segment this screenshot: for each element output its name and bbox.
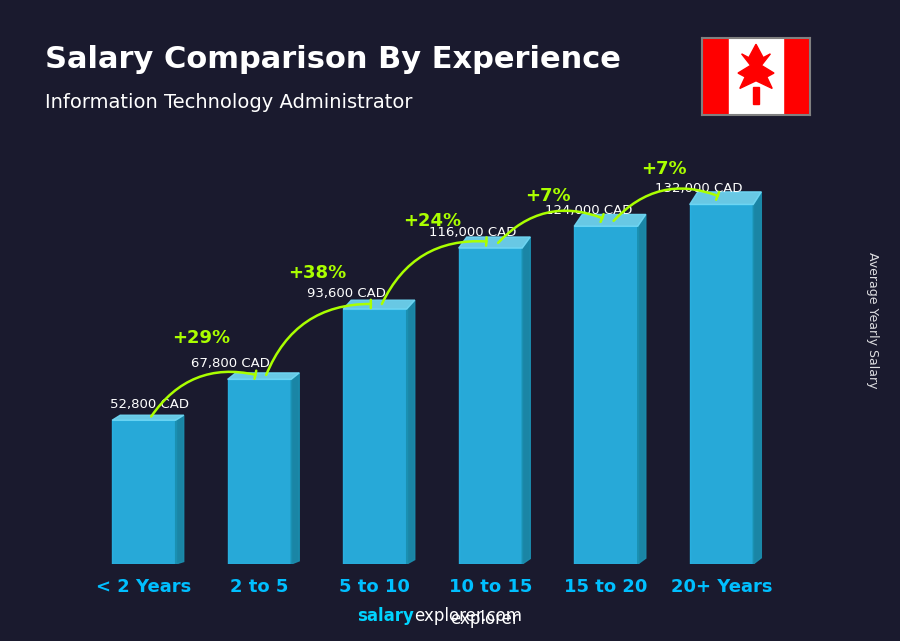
Text: 124,000 CAD: 124,000 CAD [544, 204, 633, 217]
Text: explorer: explorer [450, 610, 518, 628]
Text: +29%: +29% [173, 329, 230, 347]
Text: +38%: +38% [288, 263, 346, 281]
Polygon shape [292, 373, 299, 564]
Bar [574, 226, 638, 564]
Polygon shape [638, 215, 646, 564]
Text: Average Yearly Salary: Average Yearly Salary [867, 253, 879, 388]
Text: salary: salary [357, 607, 414, 625]
Polygon shape [228, 373, 299, 379]
Bar [112, 420, 176, 564]
Polygon shape [753, 192, 761, 564]
Polygon shape [738, 44, 774, 88]
Text: +24%: +24% [403, 212, 462, 230]
Text: 67,800 CAD: 67,800 CAD [191, 357, 270, 370]
Text: Information Technology Administrator: Information Technology Administrator [45, 93, 412, 112]
Bar [783, 38, 810, 115]
Text: 93,600 CAD: 93,600 CAD [307, 287, 385, 299]
Text: 132,000 CAD: 132,000 CAD [654, 182, 742, 195]
Polygon shape [522, 237, 530, 564]
Bar [753, 87, 759, 104]
Bar [729, 38, 783, 115]
Text: 116,000 CAD: 116,000 CAD [429, 226, 517, 238]
Polygon shape [407, 300, 415, 564]
Polygon shape [459, 237, 530, 248]
Text: +7%: +7% [641, 160, 687, 178]
Bar [459, 248, 522, 564]
Polygon shape [574, 215, 646, 226]
Text: +7%: +7% [526, 187, 571, 205]
Polygon shape [112, 415, 184, 420]
Bar [702, 38, 729, 115]
Text: 52,800 CAD: 52,800 CAD [110, 397, 189, 411]
Text: Salary Comparison By Experience: Salary Comparison By Experience [45, 45, 621, 74]
Text: explorer.com: explorer.com [414, 607, 522, 625]
Polygon shape [176, 415, 184, 564]
Polygon shape [343, 300, 415, 309]
Bar [343, 309, 407, 564]
Bar [689, 204, 753, 564]
Bar [228, 379, 292, 564]
Polygon shape [689, 192, 761, 204]
